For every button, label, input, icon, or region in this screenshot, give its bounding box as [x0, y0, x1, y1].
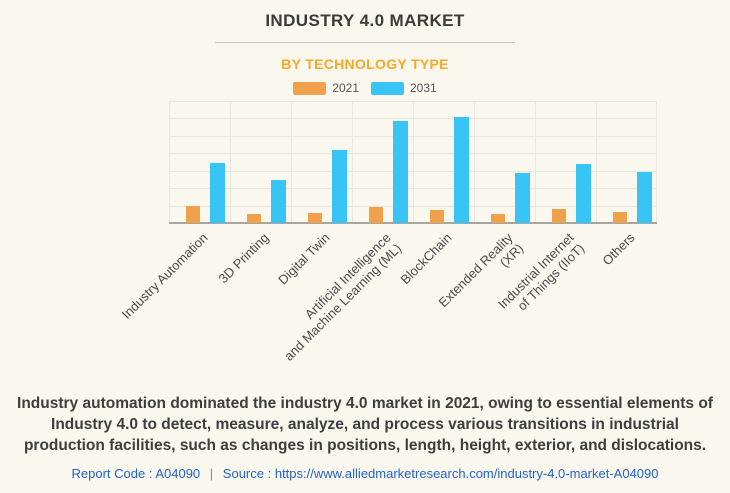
gridline-vertical [413, 101, 414, 223]
page-title: INDUSTRY 4.0 MARKET [265, 11, 465, 30]
bar-2031-others [637, 171, 652, 223]
bar-2031-blockchain [454, 116, 469, 223]
x-axis-label-blockchain: BlockChain [396, 230, 455, 288]
legend-item-2031: 2031 [371, 81, 437, 95]
bar-2021-digital-twin [308, 212, 322, 223]
bar-2031-artificial-intelligence-and-machine-learning-ml [393, 121, 408, 223]
x-axis-line [169, 222, 657, 224]
legend-label-2021: 2021 [332, 81, 359, 95]
report-code: Report Code : A04090 [71, 466, 201, 481]
bar-2031-industry-automation [210, 162, 225, 223]
legend-label-2031: 2031 [410, 81, 437, 95]
bar-2021-blockchain [430, 209, 444, 223]
gridline-vertical [230, 101, 231, 223]
bar-chart: Industry Automation 3D Printing Digital Tw… [118, 101, 657, 364]
legend-item-2021: 2021 [293, 81, 359, 95]
bar-2031-3d-printing [271, 180, 286, 223]
gridline-vertical [169, 101, 170, 223]
gridline-vertical [656, 101, 657, 223]
x-axis-label-industrial-internet-of-things-iiot: Industrial Internet of Things (IIoT) [494, 230, 587, 314]
bar-2021-industry-automation [186, 205, 200, 223]
bar-2021-artificial-intelligence-and-machine-learning-ml [369, 207, 383, 223]
source-link[interactable]: https://www.alliedmarketresearch.com/ind… [274, 466, 659, 481]
bar-2021-3d-printing [247, 214, 261, 223]
x-axis-label-others: Others [598, 230, 638, 269]
gridline-vertical [291, 101, 292, 223]
legend-swatch-2031 [371, 81, 404, 95]
chart-subtitle: BY TECHNOLOGY TYPE [281, 56, 449, 72]
x-axis-label-3d-printing: 3D Printing [215, 230, 272, 287]
bar-2031-industrial-internet-of-things-iiot [576, 163, 591, 223]
x-axis-label-industry-automation: Industry Automation [118, 230, 211, 322]
bar-2031-digital-twin [332, 149, 347, 223]
footer-separator: | [209, 466, 214, 481]
legend-swatch-2021 [293, 81, 327, 95]
bar-2021-extended-reality-xr [491, 214, 505, 223]
x-axis-label-digital-twin: Digital Twin [274, 230, 333, 288]
bar-2021-industrial-internet-of-things-iiot [552, 209, 566, 223]
gridline-vertical [596, 101, 597, 223]
summary-text: Industry automation dominated the indust… [17, 395, 713, 454]
source-label: Source : [222, 466, 272, 481]
bar-2031-extended-reality-xr [515, 172, 530, 223]
x-axis-label-artificial-intelligence-and-machine-learning-ml: Artificial Intelligence and Machine Lear… [280, 230, 404, 364]
gridline-vertical [535, 101, 536, 223]
gridline-vertical [474, 101, 475, 223]
bar-2021-others [613, 211, 627, 223]
footer: Report Code : A04090 | Source : https://… [0, 466, 730, 481]
gridline-vertical [352, 101, 353, 223]
title-divider [215, 42, 515, 43]
x-axis-label-extended-reality-xr: Extended Reality (XR) [435, 230, 526, 311]
chart-legend: 2021 2031 [0, 81, 730, 95]
